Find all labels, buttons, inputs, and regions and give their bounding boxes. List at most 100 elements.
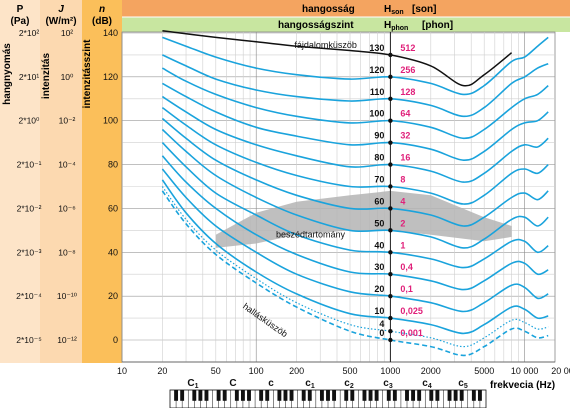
octave-letter: C — [187, 378, 194, 389]
contour-40-phon — [161, 142, 549, 269]
son-label: 1 — [400, 240, 405, 250]
y-tick-label: 0 — [113, 335, 118, 345]
reference-dot — [388, 315, 393, 321]
son-label: 4 — [400, 196, 405, 206]
intensity-level-unit: (dB) — [92, 16, 112, 27]
son-label: 16 — [400, 153, 410, 163]
octave-index: 1 — [195, 383, 199, 390]
black-key — [319, 390, 324, 401]
contour-layer — [161, 30, 549, 362]
phon-label: 10 — [374, 306, 384, 316]
black-key — [289, 390, 294, 401]
pressure-value: 2*10¹ — [19, 72, 39, 82]
phon-label: 20 — [374, 284, 384, 294]
reference-dot — [388, 52, 393, 58]
loudness-level-unit-sub: phon — [391, 25, 408, 32]
black-key — [234, 390, 239, 401]
intensity-column-bg — [40, 0, 82, 363]
black-key — [405, 390, 409, 401]
contour-90-phon — [162, 82, 549, 162]
x-tick-label: 5000 — [474, 366, 494, 376]
reference-dot — [388, 293, 393, 299]
loudness-level-label: hangosságszint — [278, 20, 354, 31]
phon-label: 60 — [374, 196, 384, 206]
black-key — [259, 390, 264, 401]
octave-index: 4 — [428, 383, 432, 390]
octave-letter: C — [229, 378, 236, 389]
reference-dot — [388, 337, 393, 343]
y-tick-label: 120 — [103, 72, 118, 82]
x-tick-label: 2000 — [421, 366, 441, 376]
loudness-label: hangosság — [302, 4, 355, 15]
octave-letter: c — [344, 378, 350, 389]
black-key — [344, 390, 349, 401]
pressure-value: 2*10⁻³ — [17, 247, 42, 257]
black-key — [204, 390, 209, 401]
loudness-level-unit: Hphon — [384, 20, 408, 32]
phon-label: 120 — [369, 65, 384, 75]
son-label: 0,025 — [400, 306, 423, 316]
intensity-value: 10⁻² — [59, 116, 76, 126]
x-tick-label: 20 — [157, 366, 167, 376]
pressure-unit: (Pa) — [11, 16, 30, 27]
contour-60-phon — [161, 117, 549, 227]
intensity-value: 10⁻¹² — [57, 335, 77, 345]
x-tick-label: 10 — [117, 366, 127, 376]
pressure-symbol: P — [17, 4, 24, 15]
black-key — [453, 390, 458, 401]
loudness-header-band — [122, 0, 570, 17]
speech-region — [215, 190, 512, 248]
phon-label: 100 — [369, 109, 384, 119]
octave-label: c4 — [422, 378, 432, 390]
black-key — [307, 390, 312, 401]
black-key — [192, 390, 197, 401]
phon-label: 80 — [374, 153, 384, 163]
son-label: 64 — [400, 109, 410, 119]
octave-label: C1 — [187, 378, 198, 390]
loudness-level-unit-symbol: H — [384, 20, 391, 31]
x-axis-label: frekvecia (Hz) — [490, 380, 555, 391]
black-key — [180, 390, 185, 401]
phon-label: 0 — [379, 328, 384, 338]
black-key — [332, 390, 337, 401]
intensity-level-column-bg — [82, 0, 122, 363]
pain-threshold-label: fájdalomküszöb — [294, 40, 357, 50]
contour-120-phon — [162, 36, 549, 96]
y-tick-label: 60 — [108, 203, 118, 213]
son-label: 2 — [400, 218, 405, 228]
intensity-value: 10⁰ — [61, 72, 74, 82]
pressure-value: 2*10⁻⁵ — [16, 335, 42, 345]
intensity-value: 10² — [61, 28, 73, 38]
octave-index: 5 — [464, 383, 468, 390]
loudness-unit-sub: son — [391, 9, 403, 16]
octave-label: c1 — [305, 378, 315, 390]
son-label: 0,4 — [400, 262, 413, 272]
hearing-threshold-curve — [161, 190, 549, 357]
black-key — [198, 390, 203, 401]
black-key — [283, 390, 288, 401]
contour-80-phon — [161, 95, 549, 183]
son-label: 256 — [400, 65, 415, 75]
black-key — [174, 390, 179, 401]
black-key — [362, 390, 367, 401]
pressure-side-label: hangnyomás — [2, 43, 13, 105]
phon-label: 30 — [374, 262, 384, 272]
phon-label: 90 — [374, 131, 384, 141]
octave-label: C — [229, 378, 236, 389]
x-tick-label: 10 000 — [511, 366, 539, 376]
x-tick-label: 20 000 — [551, 366, 570, 376]
octave-letter: c — [422, 378, 428, 389]
black-key — [429, 390, 434, 401]
loudness-unit-bracket: [son] — [412, 4, 436, 15]
black-key — [392, 390, 397, 401]
octave-letter: c — [268, 378, 274, 389]
octave-index: 2 — [350, 383, 354, 390]
black-key — [368, 390, 373, 401]
black-key — [277, 390, 282, 401]
intensity-value: 10⁻⁸ — [58, 247, 76, 257]
intensity-symbol: J — [58, 4, 64, 15]
octave-label: c3 — [383, 378, 393, 390]
